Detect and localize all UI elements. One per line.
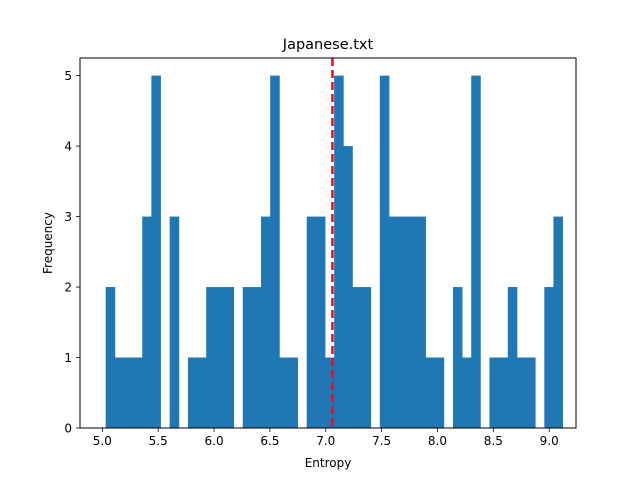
- histogram-bar: [352, 287, 362, 428]
- histogram-bar: [507, 287, 518, 428]
- histogram-bar: [261, 216, 271, 428]
- histogram-bars: [105, 75, 563, 429]
- histogram-bar: [325, 357, 335, 428]
- histogram-bar: [169, 216, 180, 428]
- histogram-bar: [133, 357, 143, 428]
- y-tick-label: 4: [64, 140, 72, 154]
- histogram-bar: [251, 287, 262, 428]
- histogram-bar: [526, 357, 536, 428]
- histogram-bar: [215, 287, 225, 428]
- histogram-bar: [288, 357, 298, 428]
- histogram-bar: [516, 357, 527, 428]
- histogram-bar: [416, 216, 426, 428]
- x-axis-label: Entropy: [305, 456, 352, 470]
- histogram-bar: [187, 357, 198, 428]
- histogram-bar: [123, 357, 134, 428]
- histogram-bar: [197, 357, 207, 428]
- y-tick-label: 2: [64, 281, 72, 295]
- histogram-bar: [489, 357, 500, 428]
- x-tick-label: 5.5: [149, 434, 168, 448]
- histogram-bar: [407, 216, 417, 428]
- y-tick-label: 3: [64, 210, 72, 224]
- histogram-bar: [388, 216, 399, 428]
- histogram-bar: [471, 75, 481, 429]
- histogram-bar: [361, 287, 372, 428]
- y-tick-label: 1: [64, 351, 72, 365]
- histogram-bar: [498, 357, 509, 428]
- x-tick-label: 5.0: [93, 434, 112, 448]
- x-axis-ticks: 5.0 5.5 6.0 6.5 7.0 7.5 8.0 8.5 9.0: [93, 428, 559, 448]
- histogram-bar: [434, 357, 445, 428]
- x-tick-label: 8.5: [484, 434, 503, 448]
- x-tick-label: 8.0: [428, 434, 447, 448]
- histogram-bar: [206, 287, 216, 428]
- histogram-bar: [452, 287, 463, 428]
- plot-frame: [79, 57, 577, 429]
- histogram-bar: [553, 216, 563, 428]
- histogram-bar: [544, 287, 554, 428]
- histogram-bar: [270, 75, 280, 429]
- x-tick-label: 9.0: [540, 434, 559, 448]
- histogram-bar: [343, 146, 353, 428]
- histogram-bar: [279, 357, 289, 428]
- x-tick-label: 6.5: [260, 434, 279, 448]
- histogram-bar: [334, 75, 344, 429]
- histogram-bar: [114, 357, 125, 428]
- histogram-bar: [462, 357, 472, 428]
- y-tick-label: 5: [64, 69, 72, 83]
- histogram-bar: [242, 287, 253, 428]
- histogram-bar: [306, 216, 317, 428]
- histogram-bar: [315, 216, 326, 428]
- histogram-bar: [398, 216, 408, 428]
- histogram-bar: [151, 75, 161, 429]
- histogram-bar: [425, 357, 436, 428]
- y-axis-label: Frequency: [41, 212, 55, 274]
- histogram-bar: [379, 75, 390, 429]
- histogram-bar: [142, 216, 152, 428]
- histogram-bar: [105, 287, 116, 428]
- x-tick-label: 7.5: [372, 434, 391, 448]
- y-tick-label: 0: [64, 422, 72, 436]
- x-tick-label: 7.0: [316, 434, 335, 448]
- histogram-bar: [224, 287, 235, 428]
- y-axis-ticks: 0 1 2 3 4 5: [64, 69, 80, 436]
- x-tick-label: 6.0: [205, 434, 224, 448]
- chart-title: Japanese.txt: [282, 37, 374, 53]
